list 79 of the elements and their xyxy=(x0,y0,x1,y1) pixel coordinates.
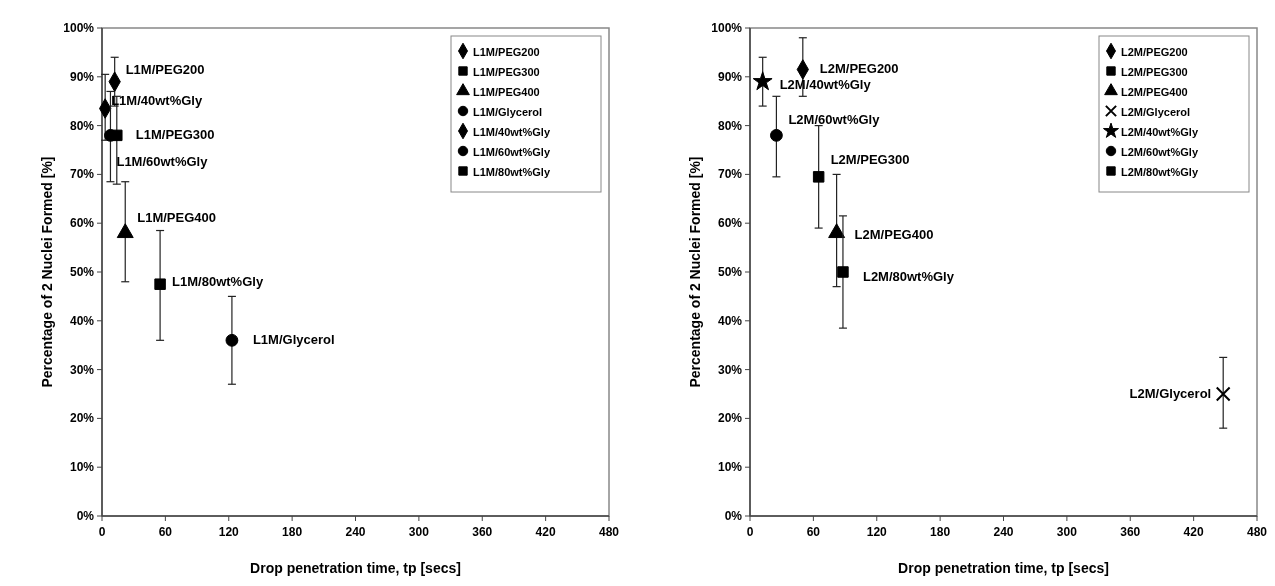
x-tick-label: 360 xyxy=(472,525,493,539)
annotation: L1M/Glycerol xyxy=(252,332,335,348)
y-tick-label: 90% xyxy=(69,69,95,84)
legend-label: L2M/Glycerol xyxy=(1121,106,1191,118)
y-tick-label: 10% xyxy=(69,460,95,475)
legend-label: L2M/60wt%Gly xyxy=(1121,146,1199,158)
x-axis-title: Drop penetration time, tp [secs] xyxy=(250,560,461,576)
point xyxy=(828,223,846,239)
x-tick-label: 60 xyxy=(806,525,821,539)
y-tick-label: 100% xyxy=(63,21,95,35)
annotation: L2M/PEG200 xyxy=(819,61,899,77)
legend-label: L2M/40wt%Gly xyxy=(1121,126,1199,138)
x-tick-label: 300 xyxy=(408,525,430,539)
y-tick-label: 80% xyxy=(717,118,743,133)
legend-label: L1M/40wt%Gly xyxy=(473,126,551,138)
x-tick-label: 120 xyxy=(866,525,888,539)
annotation: L2M/PEG300 xyxy=(830,151,910,167)
y-tick-label: 30% xyxy=(717,362,743,377)
x-tick-label: 360 xyxy=(1120,525,1141,539)
point xyxy=(837,266,849,278)
legend-label: L1M/Glycerol xyxy=(473,106,543,118)
x-tick-label: 240 xyxy=(345,525,366,539)
y-tick-label: 10% xyxy=(717,460,743,475)
legend-label: L2M/PEG400 xyxy=(1121,86,1188,98)
legend-label: L2M/80wt%Gly xyxy=(1121,166,1199,178)
legend-label: L1M/PEG400 xyxy=(473,86,540,98)
y-tick-label: 60% xyxy=(69,216,95,231)
x-tick-label: 420 xyxy=(535,525,556,539)
annotation: L2M/80wt%Gly xyxy=(862,269,955,284)
x-tick-label: 120 xyxy=(218,525,240,539)
annotation: L2M/Glycerol xyxy=(1129,386,1212,401)
y-tick-label: 80% xyxy=(69,118,95,133)
y-tick-label: 40% xyxy=(717,313,743,328)
annotation: L1M/60wt%Gly xyxy=(116,154,209,170)
annotation: L1M/80wt%Gly xyxy=(172,274,264,290)
legend-label: L1M/60wt%Gly xyxy=(473,146,551,158)
point xyxy=(225,333,239,347)
y-tick-label: 0% xyxy=(76,509,95,523)
x-tick-label: 480 xyxy=(598,525,620,539)
x-tick-label: 180 xyxy=(930,525,951,539)
point xyxy=(812,171,825,183)
x-tick-label: 0 xyxy=(98,525,106,539)
y-axis-title: Percentage of 2 Nuclei Formed [%] xyxy=(687,156,703,388)
y-tick-label: 50% xyxy=(69,265,95,279)
x-tick-label: 180 xyxy=(282,525,303,539)
y-tick-label: 70% xyxy=(69,167,95,182)
annotation: L1M/PEG400 xyxy=(137,209,216,225)
point xyxy=(1215,386,1231,402)
annotation: L1M/PEG200 xyxy=(125,61,205,77)
y-axis-title: Percentage of 2 Nuclei Formed [%] xyxy=(39,156,55,388)
y-tick-label: 20% xyxy=(717,411,743,426)
point xyxy=(769,128,783,142)
x-tick-label: 480 xyxy=(1246,525,1268,539)
point xyxy=(116,223,134,239)
annotation: L2M/PEG400 xyxy=(854,226,934,242)
y-tick-label: 60% xyxy=(717,216,743,231)
x-tick-label: 60 xyxy=(158,525,173,539)
legend-label: L1M/80wt%Gly xyxy=(473,166,551,178)
x-tick-label: 300 xyxy=(1056,525,1078,539)
y-tick-label: 50% xyxy=(717,265,743,279)
x-axis-title: Drop penetration time, tp [secs] xyxy=(898,560,1109,576)
y-tick-label: 70% xyxy=(717,167,743,182)
annotation: L2M/60wt%Gly xyxy=(788,112,881,128)
y-tick-label: 0% xyxy=(724,509,743,523)
x-tick-label: 0 xyxy=(746,525,754,539)
x-tick-label: 240 xyxy=(993,525,1014,539)
legend-label: L2M/PEG300 xyxy=(1121,66,1188,78)
y-tick-label: 90% xyxy=(717,69,743,84)
x-tick-label: 420 xyxy=(1183,525,1204,539)
y-tick-label: 20% xyxy=(69,411,95,426)
legend-label: L1M/PEG300 xyxy=(473,66,540,78)
legend-label: L2M/PEG200 xyxy=(1121,46,1188,58)
y-tick-label: 40% xyxy=(69,313,95,328)
legend-label: L1M/PEG200 xyxy=(473,46,540,58)
point xyxy=(154,278,166,290)
point xyxy=(752,71,773,91)
y-tick-label: 30% xyxy=(69,362,95,377)
y-tick-label: 100% xyxy=(711,21,743,35)
annotation: L1M/PEG300 xyxy=(135,127,215,143)
